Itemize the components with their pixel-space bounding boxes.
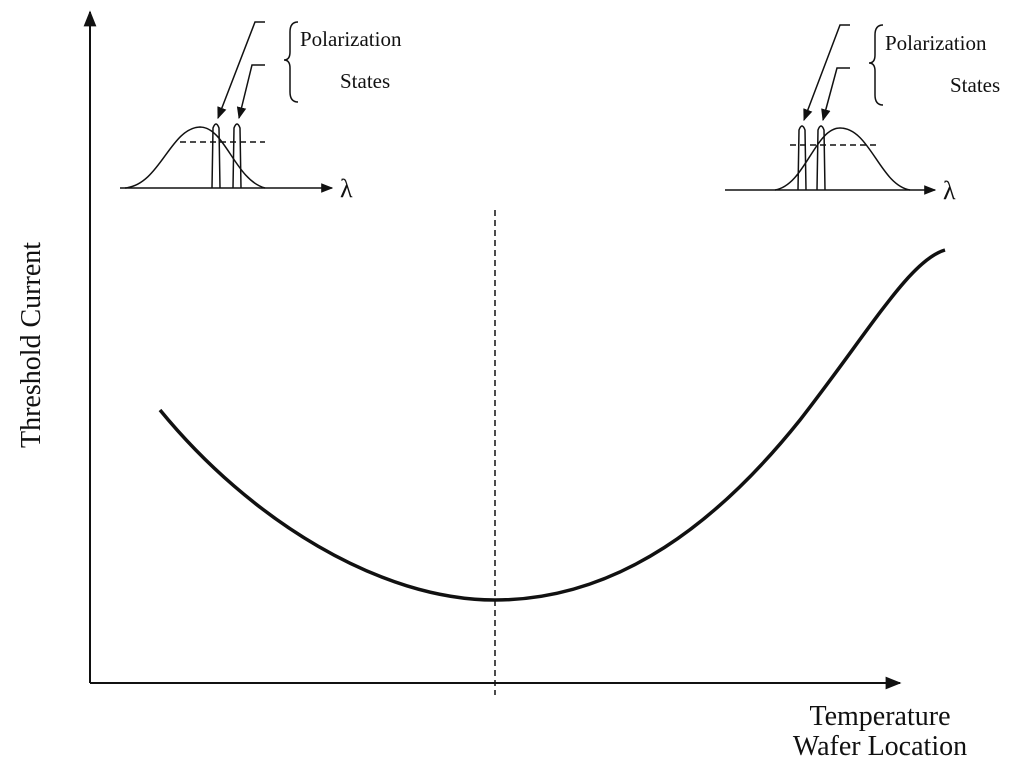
mode-peak [232, 123, 242, 189]
brace [868, 24, 884, 106]
pointer-arrow [217, 21, 265, 120]
brace-label: States [340, 69, 390, 93]
brace [283, 21, 299, 103]
mode-peak [816, 125, 826, 191]
y-axis-label: Threshold Current [16, 242, 47, 448]
brace-label: States [950, 73, 1000, 97]
pointer-arrow [236, 64, 265, 120]
lambda-label: λ [340, 174, 353, 203]
x-axis-label: Wafer Location [793, 731, 967, 759]
right-inset: λ Polarization States [725, 24, 1000, 205]
pointer-arrow [803, 24, 850, 122]
brace-label: Polarization [885, 31, 987, 55]
mode-peak [797, 125, 807, 191]
gain-spectrum [774, 127, 911, 191]
threshold-curve [158, 248, 946, 602]
left-inset: λ Polarization States [120, 21, 402, 203]
brace-label: Polarization [300, 27, 402, 51]
lambda-label: λ [943, 176, 956, 205]
gain-spectrum [124, 126, 266, 189]
x-axis-label: Temperature [809, 701, 950, 732]
mode-peak [211, 123, 221, 189]
pointer-arrow [821, 67, 850, 122]
